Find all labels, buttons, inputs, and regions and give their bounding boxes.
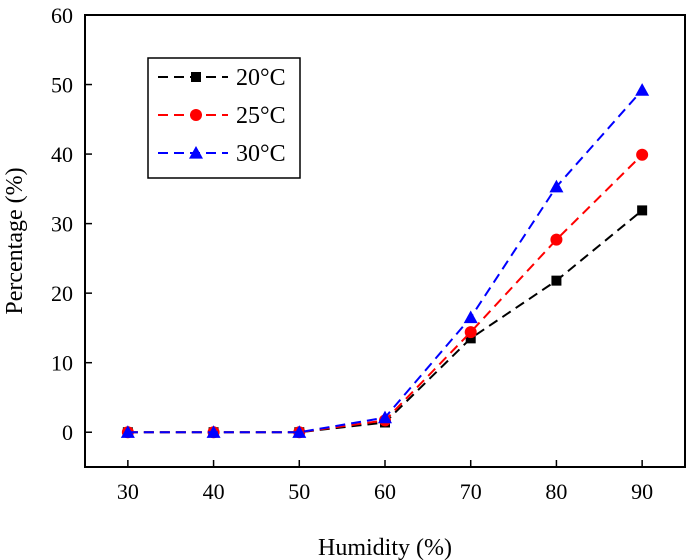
legend: 20°C 25°C 30°C <box>147 57 301 179</box>
y-tick-label: 60 <box>51 3 73 28</box>
x-tick-label: 40 <box>203 479 225 504</box>
x-tick-label: 60 <box>374 479 396 504</box>
x-tick-label: 50 <box>288 479 310 504</box>
x-tick-label: 90 <box>631 479 653 504</box>
series-2 <box>120 83 650 438</box>
y-axis-title: Percentage (%) <box>2 167 28 314</box>
legend-label: 25°C <box>236 103 286 129</box>
data-point <box>190 109 202 121</box>
series-layer <box>120 83 650 439</box>
data-point <box>550 233 563 246</box>
data-point <box>636 148 649 161</box>
y-tick-label: 40 <box>51 142 73 167</box>
y-tick-label: 50 <box>51 73 73 98</box>
data-point <box>191 72 201 82</box>
data-point <box>551 275 562 286</box>
data-point <box>378 410 392 424</box>
data-point <box>549 179 564 193</box>
axis-ticks: 30 40 50 60 70 80 90 0 10 20 30 40 50 60 <box>51 3 653 504</box>
series-1 <box>121 148 649 439</box>
x-axis-title: Humidity (%) <box>318 535 452 560</box>
y-tick-label: 10 <box>51 351 73 376</box>
x-tick-label: 70 <box>460 479 482 504</box>
data-point <box>120 425 135 438</box>
data-point <box>206 425 221 438</box>
series-line <box>127 154 643 434</box>
x-tick-label: 30 <box>117 479 139 504</box>
data-point <box>189 146 203 159</box>
data-point <box>635 83 650 96</box>
legend-label: 30°C <box>236 141 286 167</box>
data-point <box>292 425 307 438</box>
y-tick-label: 20 <box>51 281 73 306</box>
x-tick-label: 80 <box>545 479 567 504</box>
data-point <box>463 310 478 324</box>
legend-label: 20°C <box>236 65 286 91</box>
series-0 <box>122 205 648 438</box>
series-line <box>127 209 643 434</box>
data-point <box>464 326 477 339</box>
data-point <box>637 205 648 216</box>
y-tick-label: 0 <box>62 420 73 445</box>
y-tick-label: 30 <box>51 212 73 237</box>
data-point <box>465 333 476 344</box>
